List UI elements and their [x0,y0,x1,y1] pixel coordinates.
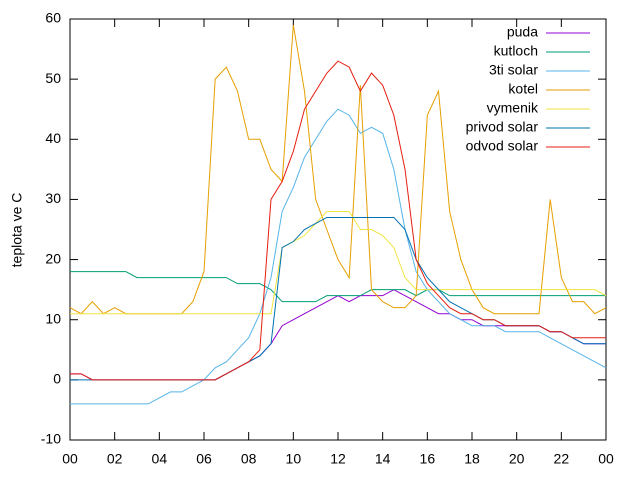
plot-border [69,18,607,441]
y-tick-label: 40 [45,130,61,146]
series-line [70,289,606,381]
x-tick-label: 00 [62,451,78,467]
series-line [70,108,607,405]
y-tick-label: 10 [45,310,61,326]
legend-label: vymenik [487,100,539,116]
x-tick-label: 08 [241,451,257,467]
legend-label: odvod solar [466,138,539,154]
series-line [70,210,607,315]
y-tick-label: 60 [45,10,61,26]
x-tick-label: 16 [420,451,436,467]
x-tick-label: 18 [464,451,480,467]
y-tick-label: -10 [41,431,61,447]
series-line [70,216,606,381]
x-tick-label: 12 [330,451,346,467]
legend-label: puda [507,24,538,40]
legend-label: 3ti solar [489,62,538,78]
x-tick-label: 20 [509,451,525,467]
series-line [70,60,606,381]
x-tick-label: 22 [554,451,570,467]
y-axis-label: teplota ve C [9,193,25,268]
y-tick-label: 0 [53,371,61,387]
y-tick-label: 30 [45,190,61,206]
x-tick-label: 14 [375,451,391,467]
legend-label: privod solar [466,119,539,135]
legend-label: kotel [508,81,538,97]
legend-label: kutloch [494,43,538,59]
y-tick-label: 20 [45,250,61,266]
x-tick-label: 06 [196,451,212,467]
x-tick-label: 04 [152,451,168,467]
x-tick-label: 10 [286,451,302,467]
series-line [70,271,606,303]
x-tick-label: 00 [598,451,614,467]
y-tick-label: 50 [45,70,61,86]
x-tick-label: 02 [107,451,123,467]
